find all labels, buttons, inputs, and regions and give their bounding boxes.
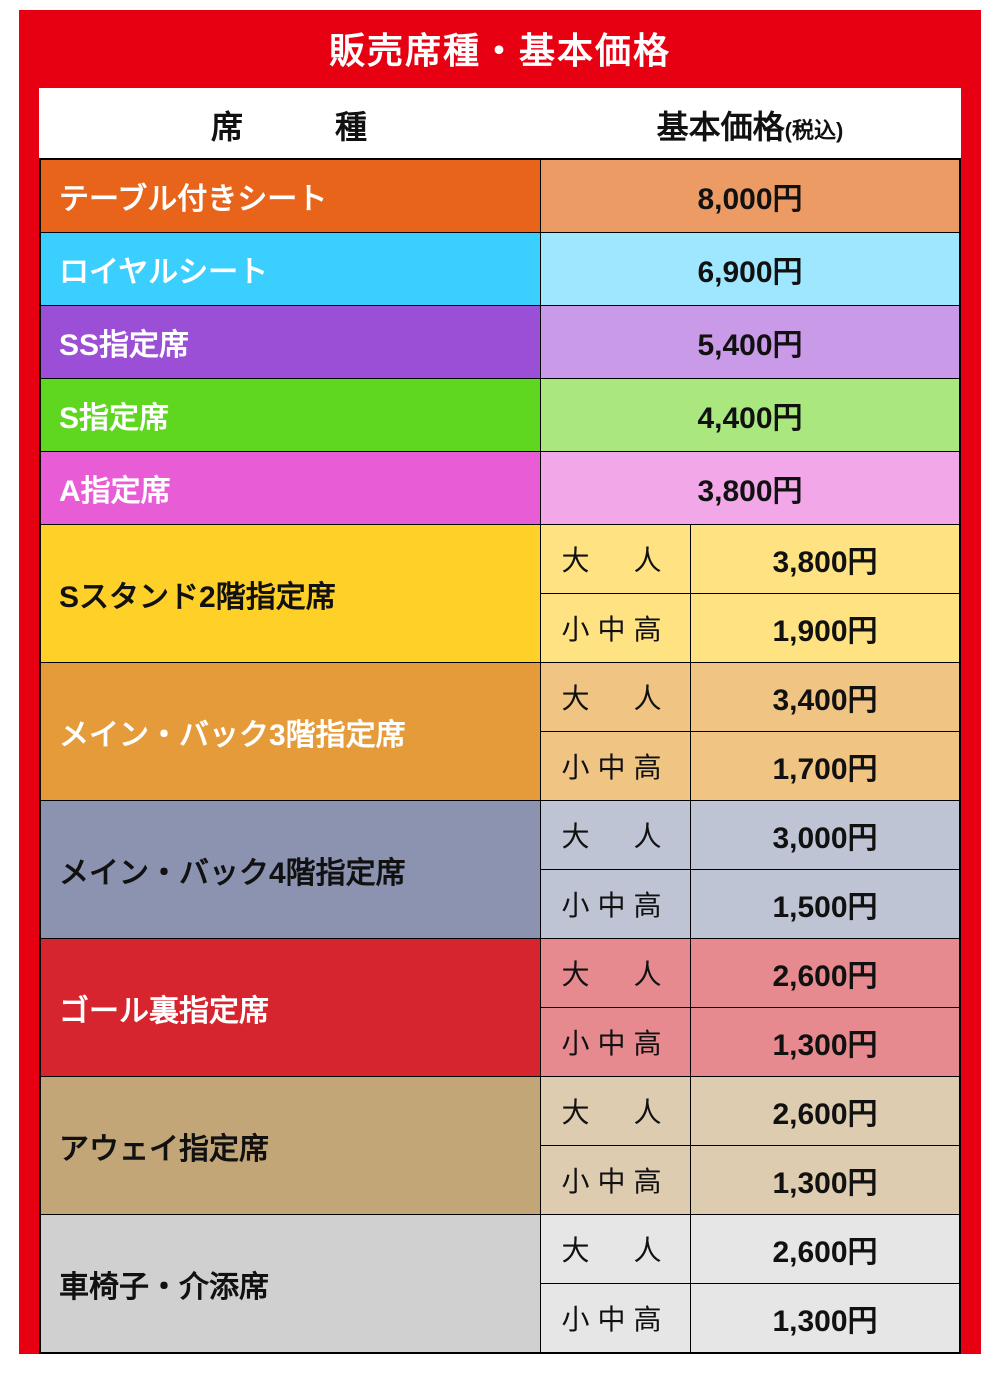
age-cell: 大 人 [541, 801, 691, 869]
price-cell: 3,400円 [691, 663, 959, 731]
table-row: メイン・バック4階指定席大 人3,000円小中高1,500円 [41, 801, 959, 939]
age-cell: 大 人 [541, 663, 691, 731]
sub-row: 小中高1,300円 [541, 1008, 959, 1076]
table-row: S指定席4,400円 [41, 379, 959, 452]
group-right: 大 人2,600円小中高1,300円 [541, 1077, 959, 1214]
group-right: 大 人3,000円小中高1,500円 [541, 801, 959, 938]
price-cell: 8,000円 [541, 160, 959, 232]
seat-name-cell: S指定席 [41, 379, 541, 451]
group-right: 大 人3,800円小中高1,900円 [541, 525, 959, 662]
seat-name-cell: ロイヤルシート [41, 233, 541, 305]
price-cell: 3,000円 [691, 801, 959, 869]
age-cell: 小中高 [541, 870, 691, 938]
table-row: ロイヤルシート6,900円 [41, 233, 959, 306]
sub-row: 小中高1,300円 [541, 1284, 959, 1352]
table-row: メイン・バック3階指定席大 人3,400円小中高1,700円 [41, 663, 959, 801]
age-cell: 大 人 [541, 939, 691, 1007]
table-row: アウェイ指定席大 人2,600円小中高1,300円 [41, 1077, 959, 1215]
header-tax: (税込) [785, 118, 844, 143]
table-row: Sスタンド2階指定席大 人3,800円小中高1,900円 [41, 525, 959, 663]
table-row: ゴール裏指定席大 人2,600円小中高1,300円 [41, 939, 959, 1077]
sub-row: 大 人3,800円 [541, 525, 959, 594]
sub-row: 大 人2,600円 [541, 939, 959, 1008]
age-cell: 大 人 [541, 1215, 691, 1283]
price-cell: 1,300円 [691, 1008, 959, 1076]
sub-row: 大 人2,600円 [541, 1215, 959, 1284]
table-row: テーブル付きシート8,000円 [41, 160, 959, 233]
table-wrapper: 席 種 基本価格(税込) テーブル付きシート8,000円ロイヤルシート6,900… [39, 88, 961, 1354]
price-wrap: 5,400円 [541, 306, 959, 378]
sub-row: 大 人3,400円 [541, 663, 959, 732]
price-cell: 1,300円 [691, 1146, 959, 1214]
header-seat: 席 種 [39, 102, 539, 148]
price-cell: 1,700円 [691, 732, 959, 800]
age-cell: 小中高 [541, 1284, 691, 1352]
seat-name-cell: A指定席 [41, 452, 541, 524]
seat-name-cell: ゴール裏指定席 [41, 939, 541, 1076]
price-cell: 2,600円 [691, 1215, 959, 1283]
price-wrap: 3,800円 [541, 452, 959, 524]
price-cell: 3,800円 [541, 452, 959, 524]
table-row: 車椅子・介添席大 人2,600円小中高1,300円 [41, 1215, 959, 1352]
price-cell: 5,400円 [541, 306, 959, 378]
red-frame: 販売席種・基本価格 席 種 基本価格(税込) テーブル付きシート8,000円ロイ… [19, 10, 981, 1354]
age-cell: 小中高 [541, 594, 691, 662]
age-cell: 小中高 [541, 732, 691, 800]
price-cell: 1,900円 [691, 594, 959, 662]
page-container: 販売席種・基本価格 席 種 基本価格(税込) テーブル付きシート8,000円ロイ… [0, 0, 1000, 1354]
seat-name-cell: アウェイ指定席 [41, 1077, 541, 1214]
price-cell: 1,500円 [691, 870, 959, 938]
price-cell: 6,900円 [541, 233, 959, 305]
price-wrap: 6,900円 [541, 233, 959, 305]
group-right: 大 人3,400円小中高1,700円 [541, 663, 959, 800]
seat-name-cell: テーブル付きシート [41, 160, 541, 232]
age-cell: 小中高 [541, 1146, 691, 1214]
price-cell: 1,300円 [691, 1284, 959, 1352]
title: 販売席種・基本価格 [19, 10, 981, 88]
age-cell: 大 人 [541, 1077, 691, 1145]
header-price: 基本価格(税込) [539, 102, 961, 148]
seat-name-cell: メイン・バック4階指定席 [41, 801, 541, 938]
group-right: 大 人2,600円小中高1,300円 [541, 1215, 959, 1352]
price-wrap: 8,000円 [541, 160, 959, 232]
group-right: 大 人2,600円小中高1,300円 [541, 939, 959, 1076]
sub-row: 小中高1,700円 [541, 732, 959, 800]
table-row: SS指定席5,400円 [41, 306, 959, 379]
table-row: A指定席3,800円 [41, 452, 959, 525]
sub-row: 小中高1,300円 [541, 1146, 959, 1214]
seat-name-cell: 車椅子・介添席 [41, 1215, 541, 1352]
header-price-text: 基本価格 [657, 109, 785, 145]
sub-row: 大 人3,000円 [541, 801, 959, 870]
seat-name-cell: Sスタンド2階指定席 [41, 525, 541, 662]
price-cell: 2,600円 [691, 939, 959, 1007]
price-cell: 3,800円 [691, 525, 959, 593]
seat-name-cell: SS指定席 [41, 306, 541, 378]
price-wrap: 4,400円 [541, 379, 959, 451]
age-cell: 小中高 [541, 1008, 691, 1076]
seat-name-cell: メイン・バック3階指定席 [41, 663, 541, 800]
sub-row: 小中高1,900円 [541, 594, 959, 662]
header-row: 席 種 基本価格(税込) [39, 88, 961, 158]
sub-row: 小中高1,500円 [541, 870, 959, 938]
price-cell: 4,400円 [541, 379, 959, 451]
price-table: テーブル付きシート8,000円ロイヤルシート6,900円SS指定席5,400円S… [39, 158, 961, 1354]
price-cell: 2,600円 [691, 1077, 959, 1145]
age-cell: 大 人 [541, 525, 691, 593]
sub-row: 大 人2,600円 [541, 1077, 959, 1146]
